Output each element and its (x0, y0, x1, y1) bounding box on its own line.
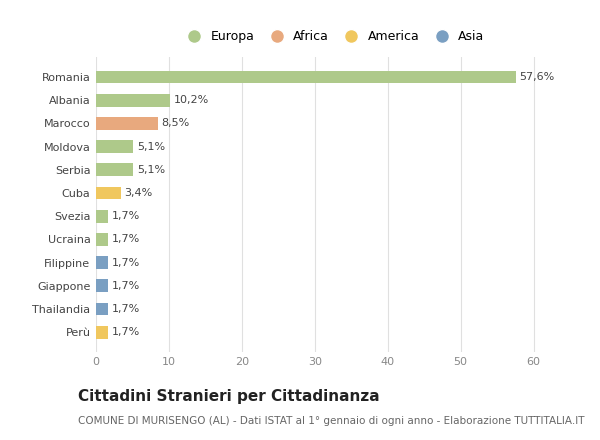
Text: 10,2%: 10,2% (174, 95, 209, 105)
Text: 1,7%: 1,7% (112, 327, 140, 337)
Legend: Europa, Africa, America, Asia: Europa, Africa, America, Asia (176, 25, 490, 48)
Bar (96, 233, 109, 246)
Bar (96, 94, 170, 106)
Text: 1,7%: 1,7% (112, 304, 140, 314)
Text: 5,1%: 5,1% (137, 165, 165, 175)
Bar (96, 256, 109, 269)
Text: 57,6%: 57,6% (520, 72, 555, 82)
Bar (96, 70, 516, 83)
Text: 1,7%: 1,7% (112, 257, 140, 268)
Bar (96, 163, 133, 176)
Bar (96, 140, 133, 153)
Bar (96, 187, 121, 199)
Text: 1,7%: 1,7% (112, 235, 140, 244)
Bar (96, 279, 109, 292)
Text: 8,5%: 8,5% (161, 118, 190, 128)
Text: 1,7%: 1,7% (112, 211, 140, 221)
Bar (96, 117, 158, 130)
Text: Cittadini Stranieri per Cittadinanza: Cittadini Stranieri per Cittadinanza (78, 389, 380, 404)
Bar (96, 303, 109, 315)
Text: COMUNE DI MURISENGO (AL) - Dati ISTAT al 1° gennaio di ogni anno - Elaborazione : COMUNE DI MURISENGO (AL) - Dati ISTAT al… (78, 416, 584, 426)
Text: 5,1%: 5,1% (137, 142, 165, 152)
Bar (96, 210, 109, 223)
Bar (96, 326, 109, 339)
Text: 3,4%: 3,4% (124, 188, 152, 198)
Text: 1,7%: 1,7% (112, 281, 140, 291)
